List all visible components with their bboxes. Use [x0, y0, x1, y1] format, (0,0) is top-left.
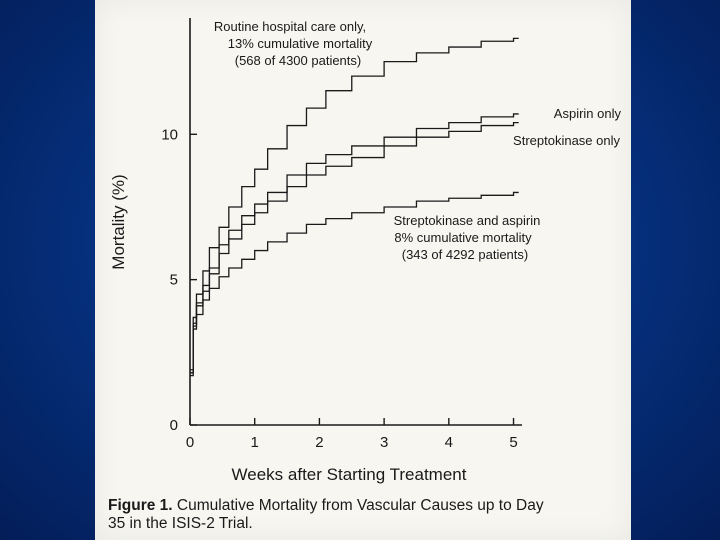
figure-caption-line2: 35 in the ISIS-2 Trial.	[108, 515, 253, 532]
annotation-combined-line2: 8% cumulative mortality	[394, 230, 532, 245]
y-axis-title: Mortality (%)	[109, 174, 128, 269]
series-line-aspirin-only	[190, 113, 519, 374]
x-tick-label-5: 5	[509, 434, 517, 451]
x-tick-label-1: 1	[251, 434, 259, 451]
annotation-combined: Streptokinase and aspirin 8% cumulative …	[394, 213, 541, 262]
annotation-combined-line3: (343 of 4292 patients)	[402, 247, 528, 262]
y-tick-label-5: 5	[170, 272, 178, 289]
annotation-routine-line2: 13% cumulative mortality	[228, 36, 373, 51]
figure-panel	[95, 0, 631, 540]
x-tick-label-0: 0	[186, 434, 194, 451]
figure-caption-label: Figure 1.	[108, 497, 173, 514]
y-tick-label-0: 0	[170, 417, 178, 434]
x-tick-label-2: 2	[315, 434, 323, 451]
y-tick-label-10: 10	[161, 126, 178, 143]
figure-caption-text: Cumulative Mortality from Vascular Cause…	[173, 497, 544, 514]
series-line-streptokinase-and-aspirin	[190, 191, 519, 377]
series-line-routine-hospital-care-only	[190, 37, 519, 371]
annotation-aspirin: Aspirin only	[554, 106, 622, 121]
figure-caption-line1: Figure 1. Cumulative Mortality from Vasc…	[108, 497, 544, 514]
annotation-streptokinase: Streptokinase only	[513, 133, 620, 148]
series-line-streptokinase-only	[190, 122, 519, 374]
annotation-routine: Routine hospital care only, 13% cumulati…	[214, 19, 373, 68]
annotation-routine-line3: (568 of 4300 patients)	[235, 53, 361, 68]
annotation-combined-line1: Streptokinase and aspirin	[394, 213, 541, 228]
x-tick-label-4: 4	[445, 434, 453, 451]
annotation-routine-line1: Routine hospital care only,	[214, 19, 366, 34]
x-tick-label-3: 3	[380, 434, 388, 451]
x-axis-title: Weeks after Starting Treatment	[232, 465, 467, 484]
